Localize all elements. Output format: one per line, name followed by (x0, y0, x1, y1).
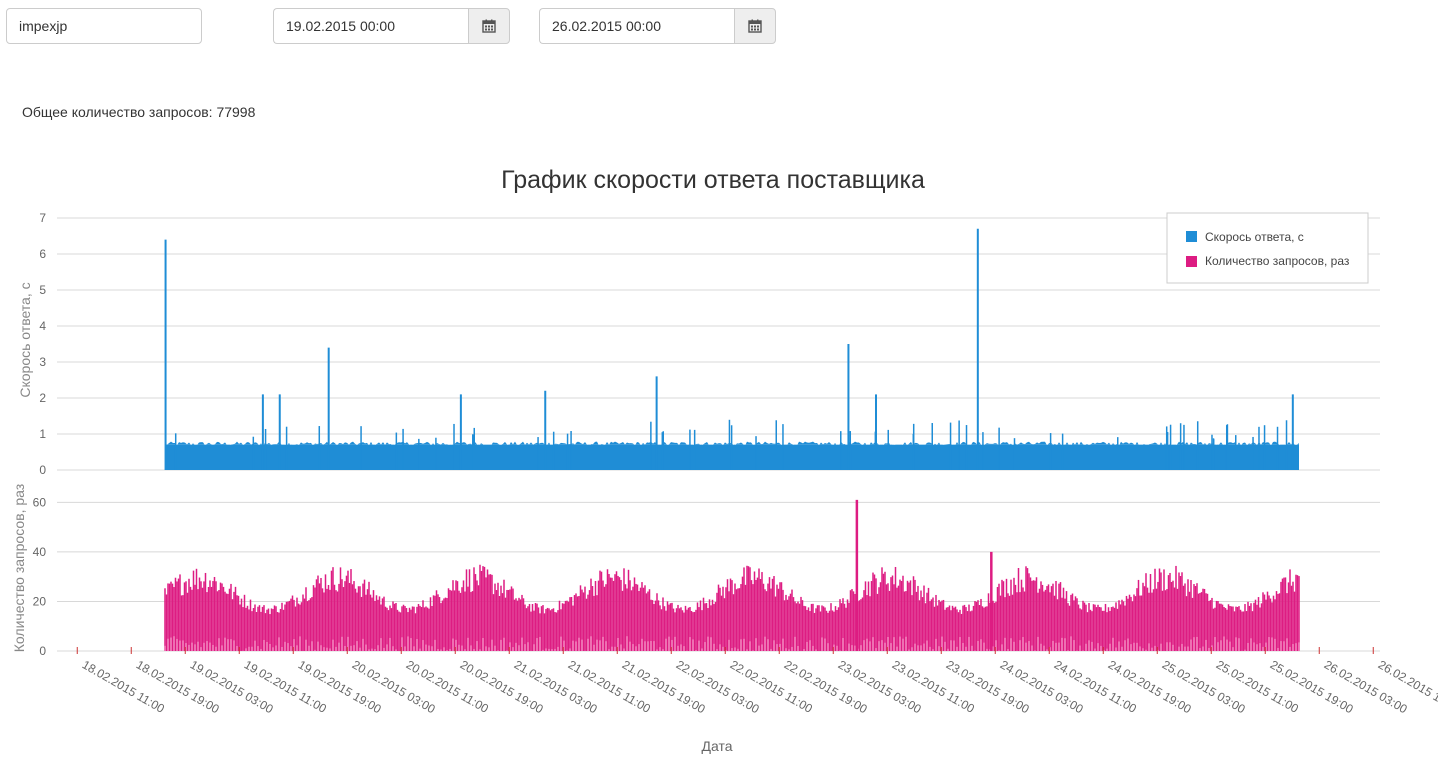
requests-y-tick-label: 60 (33, 495, 47, 509)
requests-y-tick-label: 20 (33, 594, 47, 608)
legend-swatch-speed (1186, 231, 1197, 242)
y-axis-ticks: 0 1 2 3 4 5 6 7 0 20 40 60 (33, 211, 47, 658)
speed-y-tick-label: 1 (39, 427, 46, 441)
chart-title: График скорости ответа поставщика (501, 166, 925, 194)
supplier-input[interactable]: impexjp (6, 8, 202, 44)
requests-y-tick-label: 40 (33, 545, 47, 559)
total-requests-label: Общее количество запросов: 77998 (22, 104, 256, 120)
date-to-input[interactable]: 26.02.2015 00:00 (539, 8, 734, 44)
legend-swatch-requests (1186, 256, 1197, 267)
speed-series (164, 228, 1299, 470)
speed-y-tick-label: 0 (39, 463, 46, 477)
date-from-group: 19.02.2015 00:00 (273, 8, 510, 44)
speed-y-tick-label: 7 (39, 211, 46, 225)
speed-axis-label: Скорось ответа, с (17, 282, 33, 397)
date-from-input[interactable]: 19.02.2015 00:00 (273, 8, 468, 44)
x-axis-label: Дата (701, 738, 732, 754)
speed-y-tick-label: 2 (39, 391, 46, 405)
calendar-icon (748, 19, 762, 33)
legend: Скорось ответа, с Количество запросов, р… (1166, 212, 1369, 284)
date-to-calendar-button[interactable] (734, 8, 776, 44)
speed-y-tick-label: 6 (39, 247, 46, 261)
speed-y-tick-label: 3 (39, 355, 46, 369)
date-to-group: 26.02.2015 00:00 (539, 8, 776, 44)
legend-item-speed[interactable]: Скорось ответа, с (1205, 230, 1304, 244)
requests-axis-label: Количество запросов, раз (11, 484, 27, 652)
speed-bar-tops (165, 441, 1299, 446)
requests-series (164, 499, 1300, 651)
speed-y-tick-label: 5 (39, 283, 46, 297)
date-from-calendar-button[interactable] (468, 8, 510, 44)
speed-y-tick-label: 4 (39, 319, 46, 333)
calendar-icon (482, 19, 496, 33)
legend-item-requests[interactable]: Количество запросов, раз (1205, 254, 1350, 268)
requests-y-tick-label: 0 (39, 644, 46, 658)
